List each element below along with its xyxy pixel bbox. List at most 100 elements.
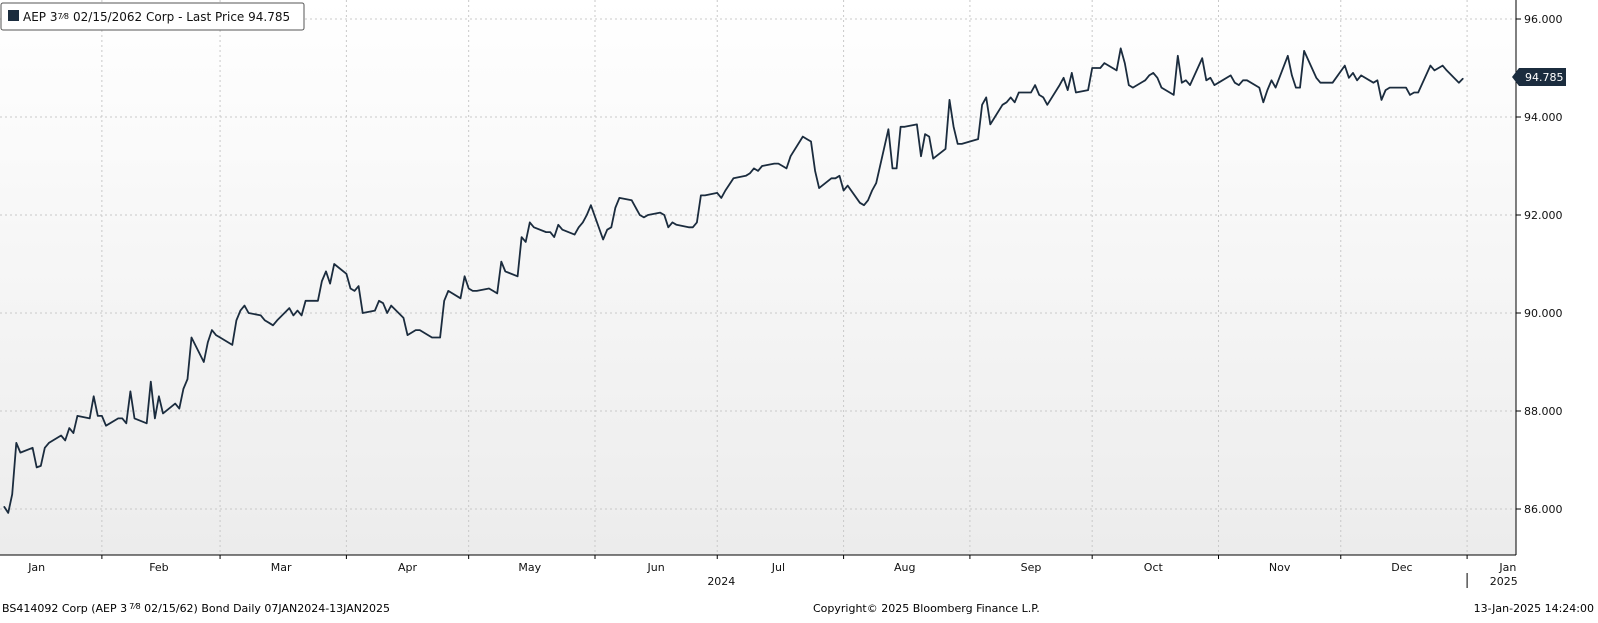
last-price-tag-label: 94.785 [1525,71,1564,84]
price-point [1038,94,1040,96]
price-point [248,312,250,314]
price-point [1120,47,1122,50]
price-point [1034,84,1036,86]
price-point [1258,87,1260,89]
price-point [358,285,360,287]
price-point [1409,94,1411,96]
price-point [1401,87,1403,89]
price-point [574,234,576,236]
price-point [549,231,551,233]
price-point [830,177,833,179]
price-point [15,442,17,444]
price-point [720,197,722,199]
price-point [1156,77,1158,79]
price-point [374,310,376,312]
y-tick-label: 90.000 [1524,307,1563,320]
price-point [292,314,294,316]
price-point [1209,77,1211,79]
price-point [1018,91,1020,94]
price-point [211,329,213,331]
price-point [732,177,735,179]
price-point [288,307,290,309]
footer-security-description: BS414092 Corp (AEP 3 7⁄8 02/15/62) Bond D… [2,602,390,615]
price-point [932,158,934,160]
axes [0,0,1521,588]
price-point [1270,79,1273,81]
x-tick-label: Jan [27,561,45,574]
price-point [948,99,951,101]
price-point [957,143,959,145]
price-point [1413,91,1415,94]
x-tick-label: Mar [271,561,292,574]
y-tick-label: 94.000 [1524,111,1563,124]
price-point [353,290,356,292]
price-point [1181,82,1183,84]
price-point [1185,79,1187,81]
price-point [362,312,364,314]
price-point [305,300,307,302]
price-point [1116,69,1118,71]
price-point [643,216,645,218]
price-point [781,165,784,167]
price-point [125,422,127,424]
price-point [40,465,42,467]
price-point [36,466,38,468]
price-point [1205,79,1207,81]
price-point [529,221,531,223]
price-point [749,172,751,174]
price-point [757,170,759,172]
price-point [847,185,849,187]
price-point [1303,50,1305,52]
price-point [325,270,327,272]
price-point [981,104,983,106]
price-point [1372,82,1374,84]
price-point [468,287,470,290]
legend-box[interactable]: AEP 37⁄8 02/15/2062 Corp - Last Price 94.… [0,2,305,31]
price-point [1075,91,1077,94]
price-point [696,221,698,223]
price-point [333,263,335,265]
price-point [68,427,70,429]
price-point [203,361,205,363]
price-point [1148,74,1150,76]
price-point [887,128,890,130]
price-point [1446,69,1448,71]
y-tick-label: 88.000 [1524,405,1563,418]
price-point [406,334,409,336]
price-point [606,229,608,231]
price-point [496,292,498,294]
price-point [235,319,237,321]
price-point [162,412,164,414]
price-point [602,238,604,241]
price-point [174,403,176,405]
price-point [301,314,303,316]
price-point [1152,72,1154,74]
price-point [533,226,535,228]
price-point [231,344,233,346]
price-point [1275,87,1277,89]
price-point [838,175,841,177]
price-point [186,378,189,380]
price-point [154,417,156,419]
price-point [916,123,918,125]
price-point [268,322,270,324]
price-point [659,212,661,214]
footer-timestamp: 13-Jan-2025 14:24:00 [1473,602,1594,615]
price-point [761,165,763,167]
price-point [631,199,633,201]
price-point [11,493,13,495]
price-point [76,415,78,417]
price-point [60,434,62,437]
plot-background [0,0,1516,555]
price-point [928,136,930,138]
x-tick-label: Apr [398,561,418,574]
price-point [843,189,845,192]
price-point [692,226,694,228]
price-point [48,442,50,444]
price-point [1144,79,1146,81]
price-point [867,199,869,201]
price-point [1291,74,1293,76]
price-point [1160,87,1163,89]
price-point [190,336,193,339]
